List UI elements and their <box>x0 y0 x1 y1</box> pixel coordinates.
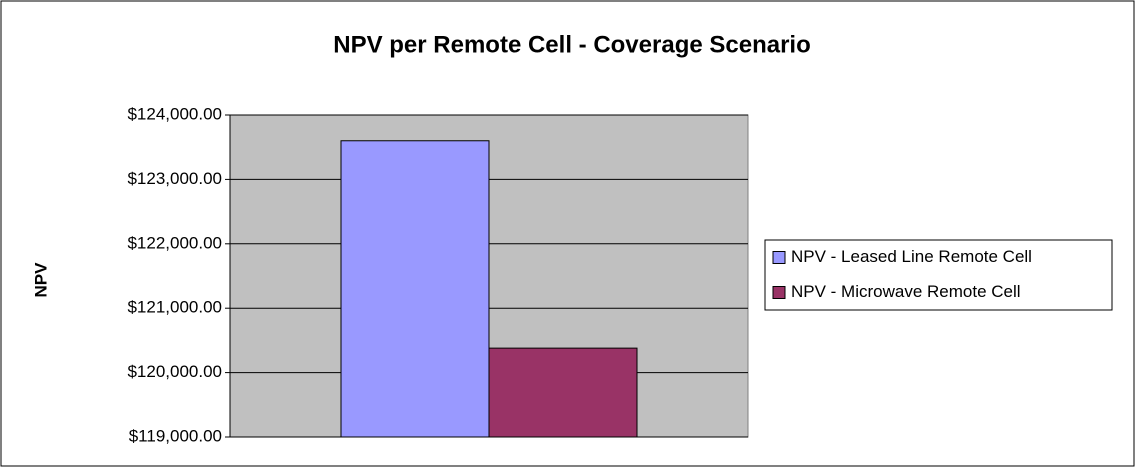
bar <box>340 140 490 438</box>
legend-box <box>764 239 1113 311</box>
legend-label: NPV - Leased Line Remote Cell <box>791 247 1032 266</box>
y-tick-label: $124,000.00 <box>127 104 222 123</box>
legend-swatch <box>772 251 786 264</box>
y-tick-label: $123,000.00 <box>127 169 222 188</box>
y-axis-label: NPV <box>31 262 50 298</box>
y-tick-label: $119,000.00 <box>129 426 222 445</box>
bar <box>488 347 638 438</box>
legend-label: NPV - Microwave Remote Cell <box>791 282 1021 301</box>
y-tick-label: $120,000.00 <box>127 362 222 381</box>
chart-title: NPV per Remote Cell - Coverage Scenario <box>333 31 811 58</box>
y-tick-label: $122,000.00 <box>127 233 222 252</box>
legend-swatch <box>772 286 786 299</box>
y-tick-label: $121,000.00 <box>127 298 222 317</box>
